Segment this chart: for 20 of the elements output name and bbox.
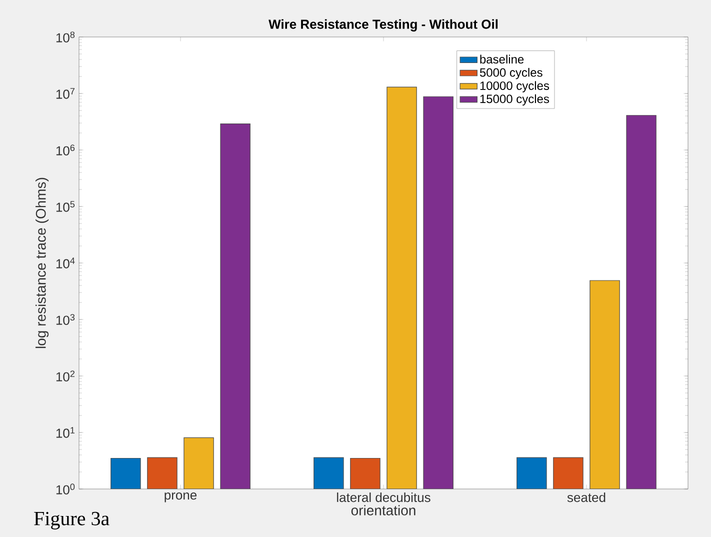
chart-title: Wire Resistance Testing - Without Oil — [268, 19, 498, 32]
y-tick-label: 10$^{4}$ — [56, 258, 75, 268]
y-tick-label: 10$^{5}$ — [56, 201, 75, 212]
y-tick-label: 10$^{3}$ — [56, 314, 75, 325]
y-tick-label: 10$^{6}$ — [56, 144, 75, 156]
x-axis-title: orientation — [351, 505, 416, 516]
y-tick-label: 10$^{8}$ — [56, 32, 75, 42]
x-tick-label: prone — [164, 492, 197, 502]
y-tick-label: 10$^{0}$ — [56, 484, 75, 494]
legend-label: 15000 cycles — [480, 94, 550, 106]
y-axis-title: log resistance trace (Ohms) — [36, 178, 49, 348]
caption: Figure 3a — [34, 512, 110, 530]
y-tick-label: 10$^{2}$ — [56, 370, 75, 382]
legend-label: 10000 cycles — [480, 81, 550, 92]
legend-label: baseline — [480, 54, 524, 64]
x-tick-label: seated — [567, 492, 606, 502]
legend-label: 5000 cycles — [480, 68, 542, 80]
y-tick-label: 10$^{7}$ — [56, 88, 75, 99]
x-tick-label: lateral decubitus — [337, 492, 430, 502]
y-tick-label: 10$^{1}$ — [56, 427, 75, 438]
